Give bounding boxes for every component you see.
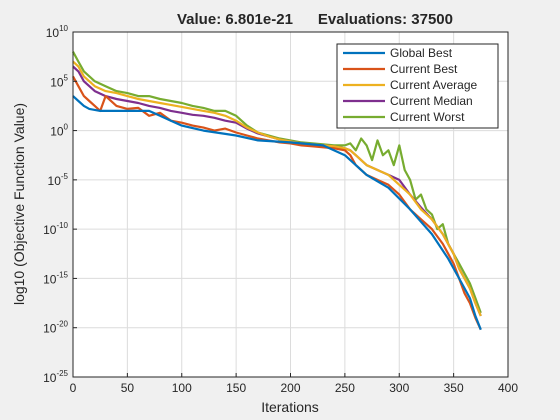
y-tick-label: 10-5 (48, 172, 69, 188)
x-axis-label: Iterations (261, 399, 319, 415)
series-lines (72, 51, 482, 331)
axis-ticks: 0 50 100 150 200 250 300 350 400 1010 105 100 10-5 10… (43, 24, 518, 395)
x-tick-label: 400 (498, 381, 518, 395)
y-axis-label: log10 (Objective Function Value) (11, 103, 27, 305)
legend-label: Current Average (390, 78, 477, 92)
legend-label: Current Median (390, 94, 473, 108)
x-tick-label: 0 (70, 381, 77, 395)
chart-title: Value: 6.801e-21 Evaluations: 37500 (177, 11, 453, 28)
series-line-global-best (72, 95, 482, 331)
x-tick-label: 250 (335, 381, 355, 395)
y-tick-label: 10-25 (43, 369, 68, 385)
y-tick-label: 10-20 (43, 320, 68, 336)
y-tick-label: 100 (50, 123, 68, 139)
y-tick-label: 105 (50, 73, 68, 89)
y-tick-label: 10-10 (43, 221, 68, 237)
x-tick-label: 300 (389, 381, 409, 395)
x-tick-label: 200 (280, 381, 300, 395)
x-tick-label: 50 (121, 381, 135, 395)
legend-label: Global Best (390, 46, 453, 60)
x-tick-label: 350 (444, 381, 464, 395)
x-tick-label: 150 (226, 381, 246, 395)
legend-label: Current Best (390, 62, 458, 76)
legend: Global Best Current Best Current Average Cu… (336, 43, 499, 129)
y-tick-label: 1010 (46, 24, 69, 40)
y-tick-label: 10-15 (43, 270, 68, 286)
legend-label: Current Worst (390, 110, 465, 124)
x-tick-label: 100 (172, 381, 192, 395)
